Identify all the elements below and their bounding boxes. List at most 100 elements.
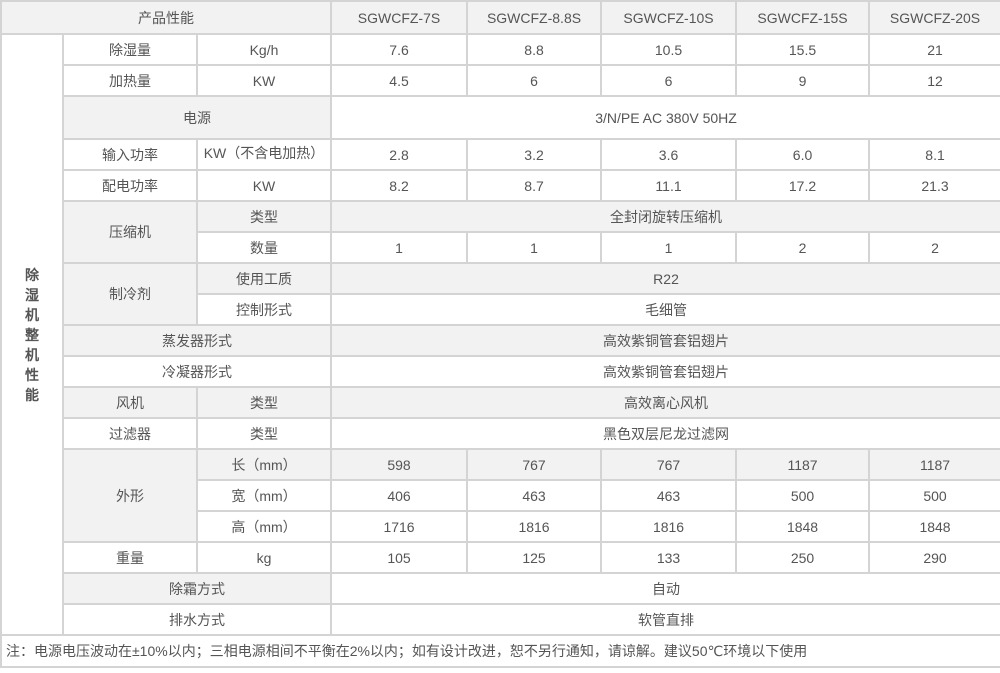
row-sublabel: 数量 <box>195 231 333 264</box>
cell: 3.2 <box>466 138 603 171</box>
cell: 17.2 <box>735 169 871 202</box>
row-unit: KW <box>195 64 333 97</box>
cell: 11.1 <box>600 169 738 202</box>
table-row: 宽（mm） 406 463 463 500 500 <box>1 479 1000 512</box>
row-label: 外形 <box>62 448 198 543</box>
model-header: SGWCFZ-10S <box>600 0 738 35</box>
row-unit: KW <box>195 169 333 202</box>
cell: 500 <box>868 479 1000 512</box>
model-header: SGWCFZ-8.8S <box>466 0 603 35</box>
row-label: 过滤器 <box>62 417 198 450</box>
cell: 1816 <box>600 510 738 543</box>
cell: 598 <box>330 448 469 481</box>
row-sublabel: 宽（mm） <box>195 479 333 512</box>
row-sublabel: 类型 <box>195 386 333 419</box>
row-label: 加热量 <box>62 64 198 97</box>
cell: 2 <box>868 231 1000 264</box>
table-row: 电源 3/N/PE AC 380V 50HZ <box>1 95 1000 140</box>
row-sublabel: 高（mm） <box>195 510 333 543</box>
table-row: 过滤器 类型 黑色双层尼龙过滤网 <box>1 417 1000 450</box>
cell: 15.5 <box>735 33 871 66</box>
cell: 9 <box>735 64 871 97</box>
row-label: 重量 <box>62 541 198 574</box>
cell: 自动 <box>330 572 1000 605</box>
note-row: 注：电源电压波动在±10%以内；三相电源相间不平衡在2%以内；如有设计改进，恕不… <box>0 634 1000 668</box>
footnote: 注：电源电压波动在±10%以内；三相电源相间不平衡在2%以内；如有设计改进，恕不… <box>0 634 1000 668</box>
table-row: 制冷剂 使用工质 R22 <box>1 262 1000 326</box>
cell: 8.1 <box>868 138 1000 171</box>
row-label: 输入功率 <box>62 138 198 171</box>
cell: 133 <box>600 541 738 574</box>
cell: 全封闭旋转压缩机 <box>330 200 1000 233</box>
cell: 1 <box>600 231 738 264</box>
cell: 2.8 <box>330 138 469 171</box>
cell: 12 <box>868 64 1000 97</box>
row-label: 蒸发器形式 <box>61 324 333 357</box>
header-row: 产品性能 SGWCFZ-7S SGWCFZ-8.8S SGWCFZ-10S SG… <box>0 0 1000 35</box>
cell: 767 <box>600 448 738 481</box>
row-unit: Kg/h <box>195 33 333 66</box>
row-label: 风机 <box>62 386 198 419</box>
model-header: SGWCFZ-15S <box>735 0 871 35</box>
table-row: 配电功率 KW 8.2 8.7 11.1 17.2 21.3 <box>1 169 1000 202</box>
cell: 1816 <box>466 510 603 543</box>
row-sublabel: 控制形式 <box>195 293 333 326</box>
cell: 10.5 <box>600 33 738 66</box>
row-label: 冷凝器形式 <box>61 355 333 388</box>
row-unit: KW（不含电加热） <box>203 144 325 161</box>
row-label: 压缩机 <box>62 200 198 264</box>
cell: 767 <box>466 448 603 481</box>
cell: 软管直排 <box>330 603 1000 636</box>
cell: 1716 <box>330 510 469 543</box>
row-label: 排水方式 <box>61 603 333 636</box>
cell: 黑色双层尼龙过滤网 <box>330 417 1000 450</box>
table-row: 重量 kg 105 125 133 250 290 <box>1 541 1000 574</box>
cell: 3.6 <box>600 138 738 171</box>
cell: 463 <box>600 479 738 512</box>
table-row: 数量 1 1 1 2 2 <box>1 231 1000 264</box>
table-row: 输入功率 KW（不含电加热） 2.8 3.2 3.6 6.0 8.1 <box>1 138 1000 171</box>
row-unit: kg <box>195 541 333 574</box>
cell: 4.5 <box>330 64 469 97</box>
cell: 463 <box>466 479 603 512</box>
row-label: 配电功率 <box>62 169 198 202</box>
table-row: 加热量 KW 4.5 6 6 9 12 <box>1 64 1000 97</box>
cell: 1187 <box>735 448 871 481</box>
table-row: 除湿机整机性能 除湿量 Kg/h 7.6 8.8 10.5 15.5 21 <box>0 33 1000 636</box>
table-row: 压缩机 类型 全封闭旋转压缩机 <box>1 200 1000 264</box>
table-row: 蒸发器形式 高效紫铜管套铝翅片 <box>1 324 1000 357</box>
table-row: 外形 长（mm） 598 767 767 1187 1187 <box>1 448 1000 543</box>
cell: 高效离心风机 <box>330 386 1000 419</box>
row-sublabel: 类型 <box>195 417 333 450</box>
table-row: 冷凝器形式 高效紫铜管套铝翅片 <box>1 355 1000 388</box>
cell: 2 <box>735 231 871 264</box>
cell: 6 <box>600 64 738 97</box>
cell: 1 <box>330 231 469 264</box>
table-row: 除霜方式 自动 <box>1 572 1000 605</box>
cell: 1187 <box>868 448 1000 481</box>
cell: 250 <box>735 541 871 574</box>
row-sublabel: 类型 <box>195 200 333 233</box>
row-label: 除湿量 <box>62 33 198 66</box>
cell: 6.0 <box>735 138 871 171</box>
cell: 406 <box>330 479 469 512</box>
cell: 毛细管 <box>330 293 1000 326</box>
cell: R22 <box>330 262 1000 295</box>
group-label: 除湿机整机性能 <box>25 266 39 403</box>
row-label: 电源 <box>61 95 333 140</box>
cell: 3/N/PE AC 380V 50HZ <box>330 95 1000 140</box>
table-row: 风机 类型 高效离心风机 <box>1 386 1000 419</box>
cell: 1848 <box>868 510 1000 543</box>
cell: 1848 <box>735 510 871 543</box>
cell: 1 <box>466 231 603 264</box>
cell: 8.8 <box>466 33 603 66</box>
header-label: 产品性能 <box>0 0 333 35</box>
cell: 7.6 <box>330 33 469 66</box>
table-row: 控制形式 毛细管 <box>1 293 1000 326</box>
cell: 105 <box>330 541 469 574</box>
cell: 高效紫铜管套铝翅片 <box>330 324 1000 357</box>
cell: 500 <box>735 479 871 512</box>
group-label-cell: 除湿机整机性能 <box>0 33 64 636</box>
model-header: SGWCFZ-7S <box>330 0 469 35</box>
